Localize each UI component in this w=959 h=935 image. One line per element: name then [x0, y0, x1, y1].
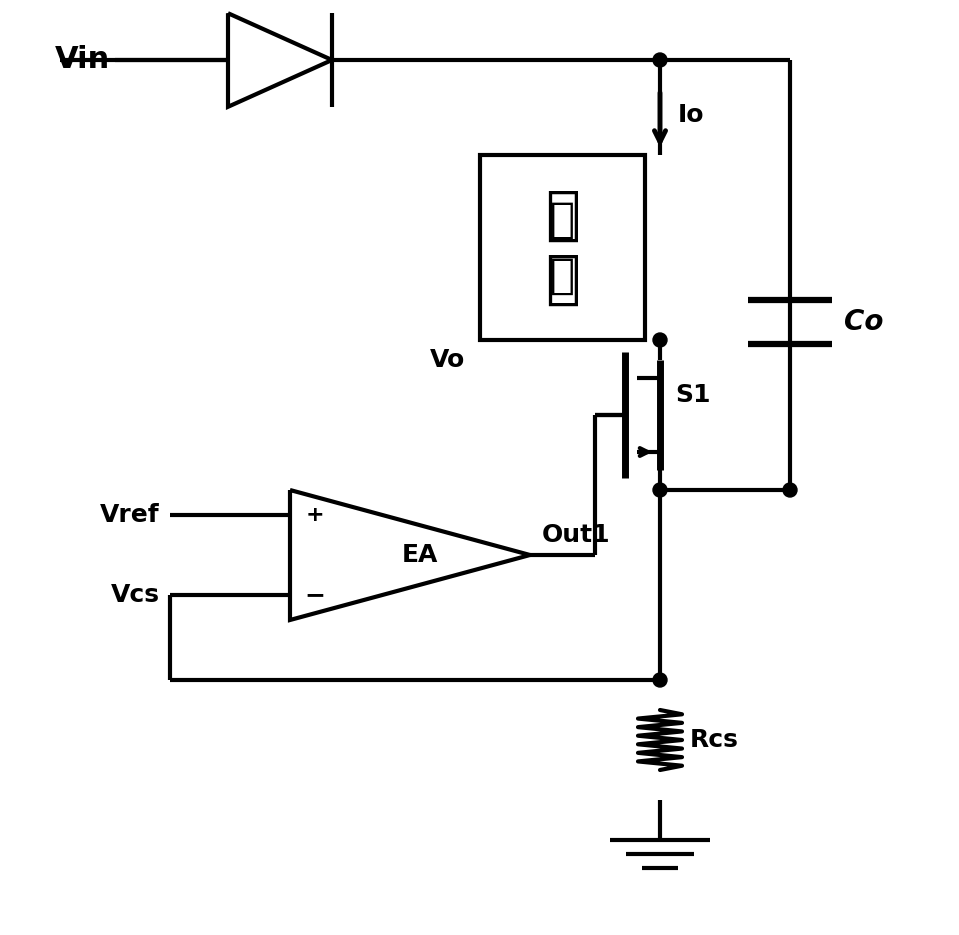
Circle shape: [653, 483, 667, 497]
Text: S1: S1: [675, 383, 711, 407]
Circle shape: [783, 483, 797, 497]
Circle shape: [653, 53, 667, 67]
Text: Io: Io: [678, 103, 705, 127]
Text: Vin: Vin: [55, 46, 110, 75]
Text: +: +: [306, 505, 324, 525]
Text: Vo: Vo: [430, 348, 465, 372]
Circle shape: [653, 673, 667, 687]
Text: 负: 负: [550, 198, 575, 240]
Text: 载: 载: [550, 254, 575, 296]
Circle shape: [653, 333, 667, 347]
Text: Out1: Out1: [542, 523, 611, 547]
Text: Vcs: Vcs: [111, 583, 160, 607]
Text: −: −: [305, 583, 325, 607]
Text: 载: 载: [545, 251, 580, 308]
Text: Rcs: Rcs: [690, 728, 738, 752]
Text: EA: EA: [402, 543, 438, 567]
Text: 负: 负: [545, 187, 580, 244]
Bar: [480, 155, 645, 340]
Text: Vref: Vref: [101, 503, 160, 527]
Text: Co: Co: [844, 309, 883, 337]
